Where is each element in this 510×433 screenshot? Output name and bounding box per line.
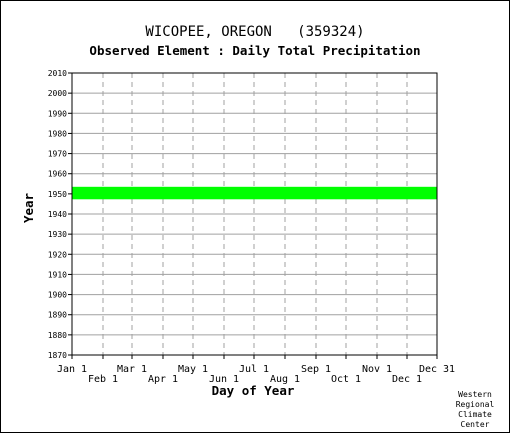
x-axis-label: Day of Year — [212, 383, 295, 398]
data-bar — [72, 192, 437, 196]
y-tick-label: 1920 — [48, 250, 67, 259]
x-tick-label: Mar 1 — [117, 364, 147, 375]
data-bar — [72, 188, 437, 192]
data-bar — [72, 186, 437, 190]
x-tick-label: Apr 1 — [148, 374, 178, 385]
y-tick-label: 1990 — [48, 109, 67, 118]
x-tick-label: Dec 31 — [419, 364, 455, 375]
x-tick-label: Aug 1 — [270, 374, 300, 385]
credit-line: Climate — [458, 410, 492, 419]
y-tick-label: 1980 — [48, 129, 67, 138]
y-tick-label: 1900 — [48, 291, 67, 300]
credit-line: Center — [460, 420, 490, 429]
x-tick-label: May 1 — [178, 364, 208, 375]
y-tick-label: 1930 — [48, 230, 67, 239]
y-tick-label: 1960 — [48, 170, 67, 179]
chart-title: WICOPEE, OREGON (359324) — [145, 24, 365, 40]
data-bar — [72, 196, 437, 200]
data-layer — [72, 186, 437, 200]
y-tick-label: 1870 — [48, 351, 67, 360]
x-tick-label: Jul 1 — [239, 364, 269, 375]
y-tick-label: 1880 — [48, 331, 67, 340]
credit-block: Western Regional Climate Center — [450, 390, 500, 430]
credit-line: Western — [458, 390, 492, 399]
x-tick-label: Jan 1 — [57, 364, 87, 375]
x-tick-label: Sep 1 — [301, 364, 331, 375]
x-tick-label: Oct 1 — [331, 374, 361, 385]
y-tick-label: 1970 — [48, 150, 67, 159]
y-tick-label: 1910 — [48, 270, 67, 279]
data-bar — [72, 190, 437, 194]
x-tick-label: Jun 1 — [209, 374, 239, 385]
y-tick-label: 1890 — [48, 311, 67, 320]
data-bar — [72, 194, 437, 198]
y-tick-label: 2010 — [48, 69, 67, 78]
x-tick-label: Feb 1 — [88, 374, 118, 385]
plot-border — [71, 72, 438, 356]
y-tick-label: 2000 — [48, 89, 67, 98]
grid-layer — [72, 72, 437, 356]
y-tick-label: 1940 — [48, 210, 67, 219]
x-tick-label: Dec 1 — [392, 374, 422, 385]
y-axis-label: Year — [21, 192, 36, 223]
x-tick-label: Nov 1 — [362, 364, 392, 375]
axes-layer: 1870 1880 1890 1900 1910 1920 1930 1940 1950 1960… — [48, 69, 455, 385]
credit-line: Regional — [455, 400, 495, 409]
chart-subtitle: Observed Element : Daily Total Precipita… — [89, 43, 421, 58]
y-tick-label: 1950 — [48, 190, 67, 199]
